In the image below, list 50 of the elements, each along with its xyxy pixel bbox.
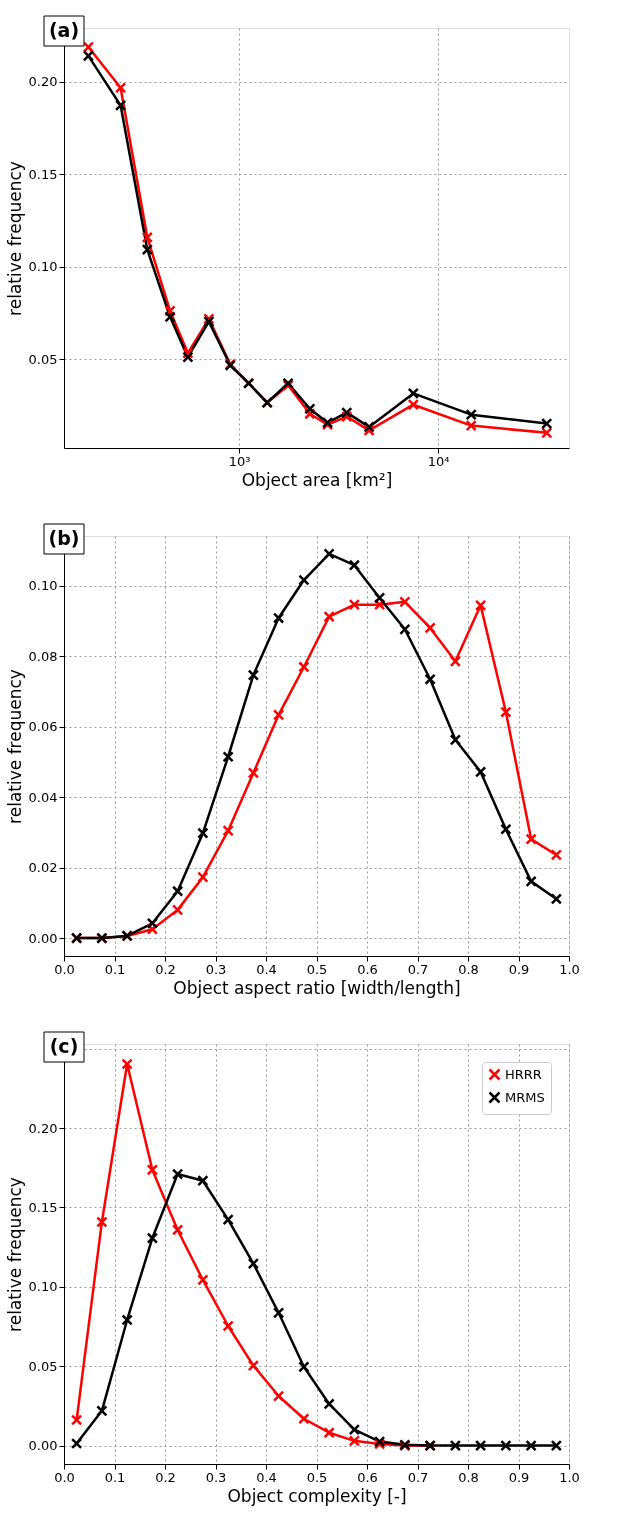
- x-tick-label: 0.5: [306, 1469, 328, 1485]
- x-tick-label: 0.2: [155, 1469, 176, 1485]
- x-tick-label: 10⁴: [427, 453, 450, 469]
- x-tick-label: 0.4: [256, 1469, 277, 1485]
- x-tick-label: 0.3: [205, 961, 227, 977]
- x-tick-label: 1.0: [559, 961, 580, 977]
- y-tick-label: 0.02: [28, 860, 58, 876]
- x-axis-title: Object aspect ratio [width/length]: [173, 977, 461, 998]
- y-tick-label: 0.15: [28, 1199, 58, 1215]
- x-tick-label: 0.7: [407, 961, 429, 977]
- chart-title: (a): [48, 19, 80, 41]
- x-tick-label: 0.4: [256, 961, 277, 977]
- x-tick-label: 0.2: [155, 961, 176, 977]
- chart-title: (b): [48, 527, 80, 549]
- x-tick-label: 0.7: [407, 1469, 429, 1485]
- y-axis-title: relative frequency: [4, 161, 25, 316]
- x-tick-label: 0.3: [205, 1469, 227, 1485]
- x-tick-label: 0.8: [458, 1469, 479, 1485]
- y-tick-label: 0.04: [28, 789, 58, 805]
- y-axis-title: relative frequency: [4, 669, 25, 824]
- y-tick-label: 0.08: [28, 648, 58, 664]
- y-tick-label: 0.20: [28, 74, 58, 90]
- x-tick-label: 10³: [228, 453, 251, 469]
- y-tick-label: 0.05: [28, 1358, 58, 1374]
- chart-title: (c): [49, 1035, 79, 1057]
- y-tick-label: 0.10: [28, 1279, 58, 1295]
- y-tick-label: 0.20: [28, 1120, 58, 1136]
- x-tick-label: 0.6: [357, 1469, 378, 1485]
- y-tick-label: 0.10: [28, 259, 58, 275]
- x-tick-label: 0.6: [357, 961, 378, 977]
- x-tick-label: 0.8: [458, 961, 479, 977]
- x-tick-label: 0.0: [54, 961, 75, 977]
- legend-label: HRRR: [505, 1066, 542, 1082]
- x-axis-title: Object complexity [-]: [227, 1485, 407, 1506]
- x-tick-label: 0.5: [306, 961, 328, 977]
- y-axis-title: relative frequency: [4, 1177, 25, 1332]
- y-tick-label: 0.06: [28, 719, 58, 735]
- y-tick-label: 0.00: [28, 930, 58, 946]
- legend-label: MRMS: [505, 1089, 545, 1105]
- y-tick-label: 0.00: [28, 1438, 58, 1454]
- x-tick-label: 0.0: [54, 1469, 75, 1485]
- x-axis-title: Object area [km²]: [241, 469, 393, 490]
- x-tick-label: 0.9: [508, 961, 530, 977]
- y-tick-label: 0.05: [28, 351, 58, 367]
- y-tick-label: 0.10: [28, 578, 58, 594]
- x-tick-label: 0.1: [104, 1469, 126, 1485]
- x-tick-label: 1.0: [559, 1469, 580, 1485]
- x-tick-label: 0.1: [104, 961, 126, 977]
- y-tick-label: 0.15: [28, 166, 58, 182]
- x-tick-label: 0.9: [508, 1469, 530, 1485]
